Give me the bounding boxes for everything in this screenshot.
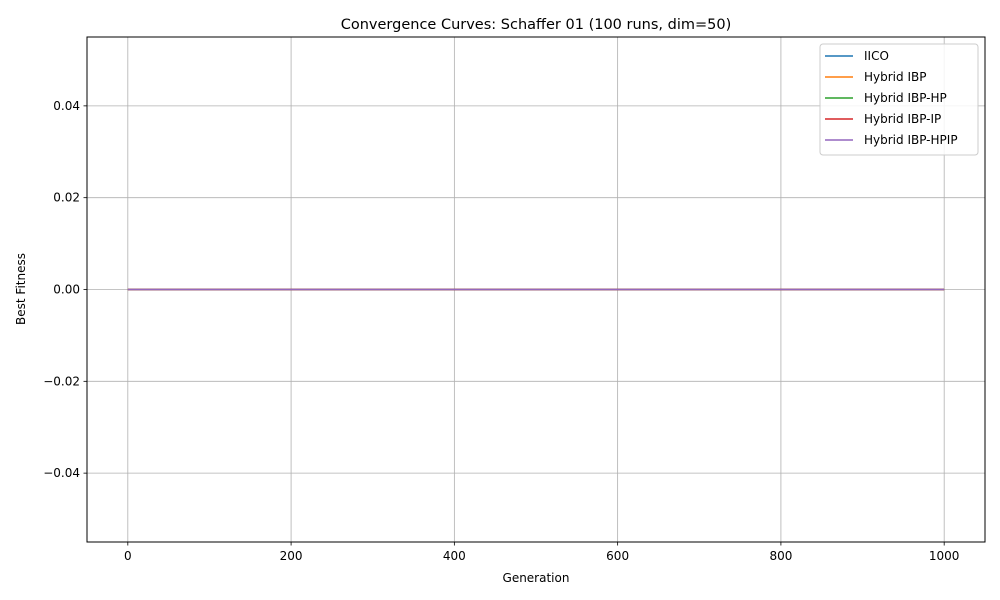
x-tick-label: 1000 (929, 549, 960, 563)
legend-label: IICO (864, 49, 889, 63)
x-tick-label: 600 (606, 549, 629, 563)
axis-ticks: 0 200 400 600 800 1000 0.04 0.02 0.00 −0.02 −0.04 (43, 99, 959, 563)
chart-title: Convergence Curves: Schaffer 01 (100 run… (341, 17, 732, 33)
legend: IICO Hybrid IBP Hybrid IBP-HP Hybrid IBP-IP… (819, 43, 979, 156)
y-axis-label: Best Fitness (14, 253, 28, 325)
legend-label: Hybrid IBP-HP (864, 91, 947, 105)
legend-box (819, 43, 979, 156)
x-tick-label: 400 (443, 549, 466, 563)
y-tick-label: 0.02 (53, 191, 80, 205)
legend-label: Hybrid IBP-IP (864, 112, 941, 126)
y-tick-label: −0.02 (43, 374, 80, 388)
legend-label: Hybrid IBP-HPIP (864, 133, 958, 147)
legend-label: Hybrid IBP (864, 70, 926, 84)
x-tick-label: 800 (769, 549, 792, 563)
x-axis-label: Generation (503, 571, 570, 585)
y-tick-label: −0.04 (43, 466, 80, 480)
x-tick-label: 200 (280, 549, 303, 563)
x-tick-label: 0 (124, 549, 132, 563)
y-tick-label: 0.00 (53, 283, 80, 297)
y-tick-label: 0.04 (53, 99, 80, 113)
